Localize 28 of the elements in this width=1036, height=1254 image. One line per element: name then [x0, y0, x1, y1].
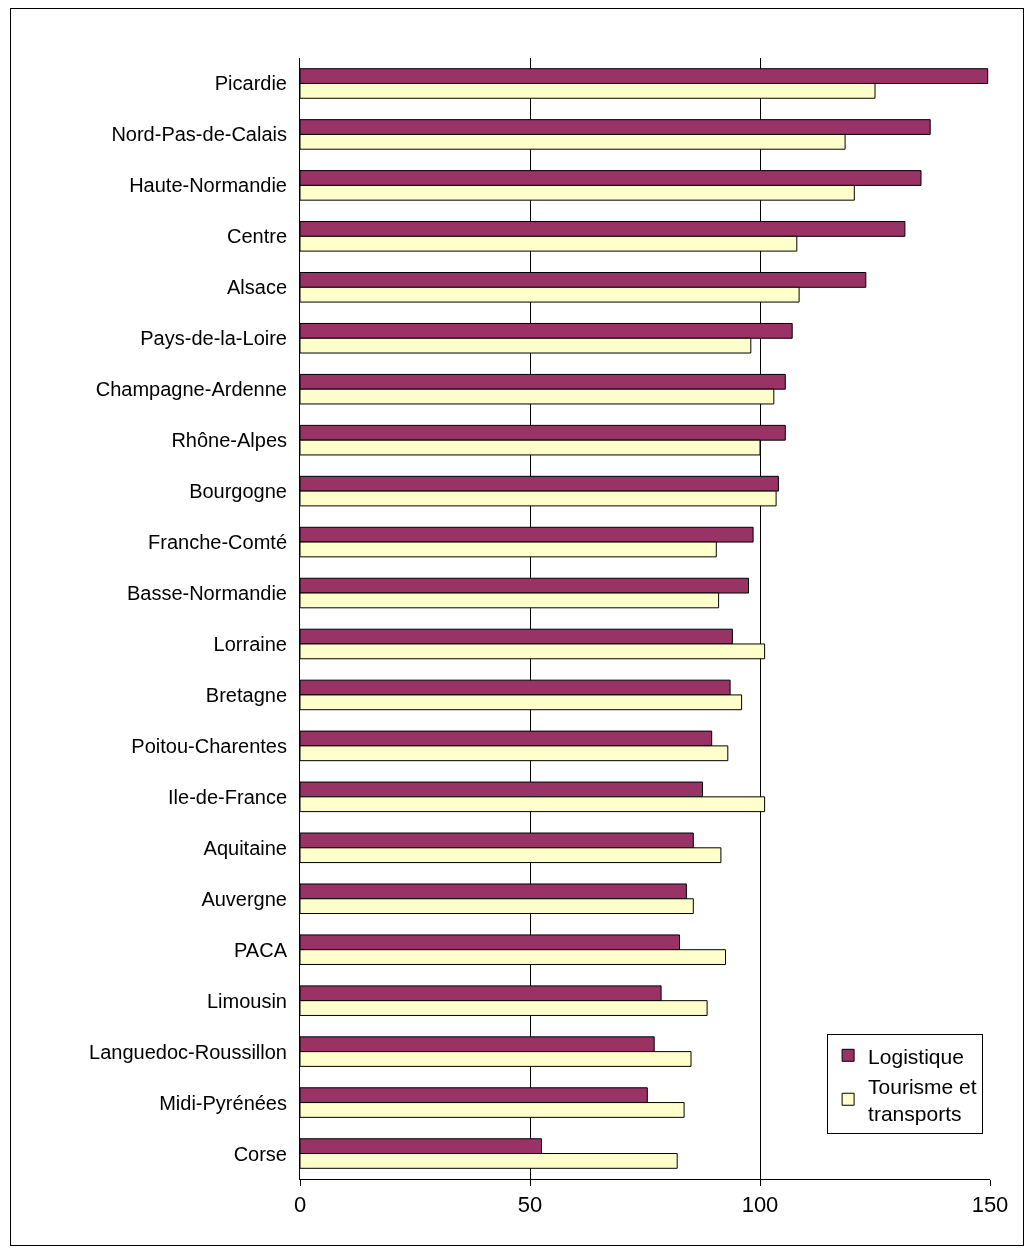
y-tick-label: PACA — [234, 938, 288, 961]
y-tick-label: Nord-Pas-de-Calais — [111, 123, 287, 146]
y-tick-label: Centre — [226, 225, 287, 248]
y-tick-label: Basse-Normandie — [126, 582, 287, 605]
y-tick-label: Lorraine — [213, 632, 287, 655]
y-tick-label: Poitou-Charentes — [131, 734, 287, 757]
y-tick-label: Picardie — [214, 72, 287, 95]
y-tick-label: Haute-Normandie — [129, 174, 287, 197]
y-tick-label: Auvergne — [201, 887, 287, 910]
x-tick-label: 0 — [293, 1192, 307, 1218]
x-tick-label: 50 — [517, 1192, 543, 1218]
legend-label: Logistique — [868, 1044, 964, 1068]
y-tick-label: Alsace — [226, 276, 287, 299]
y-tick-label: Rhône-Alpes — [171, 429, 287, 452]
y-tick-label: Aquitaine — [203, 836, 287, 859]
x-tick-label: 150 — [971, 1192, 1009, 1218]
y-tick-label: Midi-Pyrénées — [159, 1091, 287, 1114]
x-tick-label: 100 — [741, 1192, 779, 1218]
y-tick-label: Bretagne — [205, 683, 287, 706]
legend-label: Tourisme et transports — [868, 1074, 977, 1126]
y-tick-label: Pays-de-la-Loire — [140, 327, 287, 350]
y-tick-label: Corse — [233, 1142, 287, 1165]
y-tick-label: Champagne-Ardenne — [95, 378, 287, 401]
y-tick-label: Bourgogne — [189, 480, 287, 503]
y-tick-label: Limousin — [206, 989, 287, 1012]
y-tick-label: Languedoc-Roussillon — [89, 1040, 287, 1063]
y-tick-label: Ile-de-France — [168, 785, 287, 808]
y-tick-label: Franche-Comté — [148, 531, 287, 554]
